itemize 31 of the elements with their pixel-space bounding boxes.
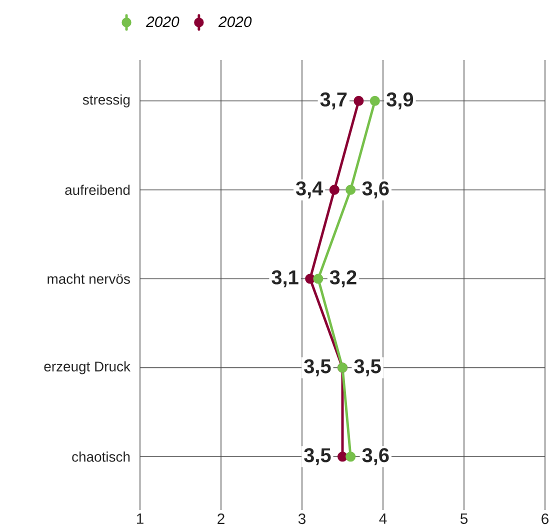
point bbox=[346, 184, 356, 195]
data-label: 3,2 bbox=[330, 270, 356, 288]
point bbox=[370, 96, 380, 106]
point bbox=[305, 274, 316, 284]
x-tick-label: 3 bbox=[298, 514, 306, 524]
data-label: 3,5 bbox=[304, 448, 331, 466]
x-tick-label: 1 bbox=[136, 514, 144, 524]
y-tick-label: macht nervös bbox=[48, 274, 130, 284]
data-label: 3,6 bbox=[362, 181, 389, 198]
data-label: 3,7 bbox=[320, 92, 347, 110]
point bbox=[337, 452, 348, 462]
data-label: 3,1 bbox=[272, 270, 298, 288]
data-label: 3,6 bbox=[362, 448, 389, 466]
data-label: 3,5 bbox=[304, 359, 331, 376]
data-label: 3,5 bbox=[354, 359, 381, 376]
x-tick-label: 2 bbox=[218, 514, 224, 524]
point bbox=[329, 184, 340, 195]
legend-label: 2020 bbox=[218, 16, 252, 28]
x-tick-label: 5 bbox=[460, 514, 468, 524]
x-tick-label: 4 bbox=[379, 514, 387, 524]
point bbox=[346, 452, 356, 462]
data-label: 3,9 bbox=[386, 92, 414, 110]
y-tick-label: stressig bbox=[82, 94, 130, 108]
legend-label: 2020 bbox=[146, 16, 180, 28]
y-tick-label: aufreibend bbox=[65, 184, 130, 195]
point bbox=[313, 274, 324, 284]
y-tick-label: erzeugt Druck bbox=[44, 361, 130, 374]
point bbox=[354, 96, 364, 106]
y-tick-label: chaotisch bbox=[72, 452, 130, 462]
x-tick-label: 6 bbox=[542, 514, 549, 524]
data-label: 3,4 bbox=[296, 181, 324, 198]
